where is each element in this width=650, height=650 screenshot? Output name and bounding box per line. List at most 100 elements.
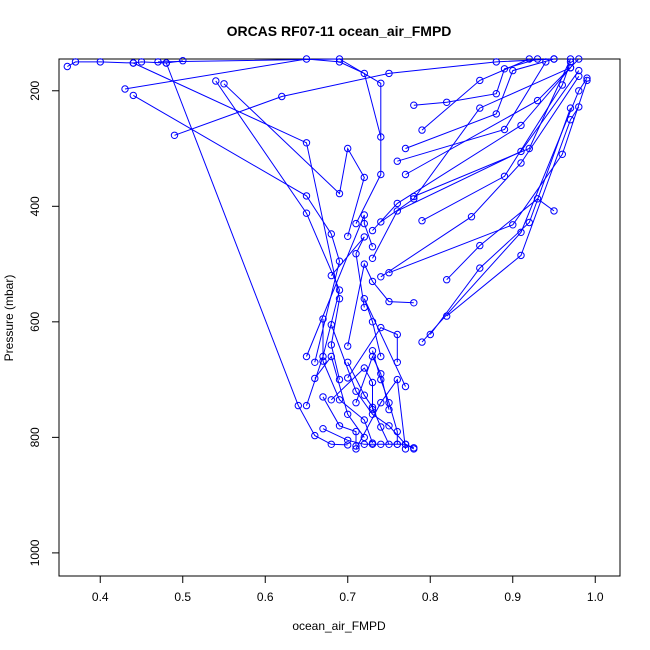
data-point	[129, 91, 138, 100]
data-point	[492, 58, 500, 66]
data-point	[377, 399, 385, 407]
y-axis-label: Pressure (mbar)	[2, 275, 16, 362]
data-point	[327, 396, 335, 404]
x-tick-label: 1.0	[587, 590, 604, 604]
y-tick-label: 800	[28, 427, 42, 447]
data-point	[418, 126, 426, 134]
data-point	[360, 295, 368, 303]
data-point	[344, 342, 352, 350]
data-point	[385, 269, 393, 277]
series-line	[165, 62, 348, 446]
x-tick-label: 0.4	[92, 590, 109, 604]
data-point	[311, 374, 319, 383]
data-point	[533, 55, 542, 63]
data-point	[533, 96, 542, 105]
data-point	[385, 69, 393, 78]
data-point	[311, 358, 319, 366]
series-4	[129, 91, 344, 366]
data-point	[360, 211, 368, 219]
series-line	[133, 62, 341, 380]
series-line	[380, 76, 580, 278]
series-40	[352, 375, 410, 453]
data-point	[352, 445, 360, 453]
data-point	[335, 396, 344, 404]
data-point	[377, 170, 385, 179]
data-point	[294, 401, 302, 410]
data-point	[344, 232, 352, 241]
series-3	[121, 55, 385, 141]
series-line	[330, 236, 365, 308]
data-point	[360, 173, 368, 182]
data-point	[335, 189, 344, 198]
series-8	[129, 59, 344, 384]
data-point	[137, 58, 146, 66]
data-point	[368, 440, 377, 448]
data-point	[377, 375, 385, 384]
series-16	[418, 58, 575, 225]
data-point	[401, 382, 410, 391]
y-axis: 200 400 600 800 1000	[28, 80, 59, 566]
series-line	[363, 298, 406, 387]
series-line	[421, 77, 588, 343]
series-line	[421, 61, 571, 222]
data-point	[212, 77, 220, 85]
data-point	[179, 57, 187, 65]
y-tick-label: 600	[28, 312, 42, 332]
data-point	[311, 431, 319, 440]
data-point	[575, 66, 583, 75]
data-point	[360, 260, 368, 268]
data-point	[360, 440, 368, 448]
data-point	[525, 218, 533, 227]
series-line	[446, 198, 555, 281]
data-point	[443, 98, 451, 107]
data-point	[500, 172, 509, 181]
plot-frame	[58, 58, 621, 577]
series-line	[330, 324, 415, 450]
data-point	[443, 276, 451, 284]
data-point	[517, 251, 525, 260]
series-39	[368, 347, 401, 448]
data-point	[344, 436, 352, 444]
data-series	[63, 55, 591, 453]
y-tick-label: 200	[28, 80, 42, 100]
data-point	[121, 85, 129, 93]
data-point	[385, 422, 393, 430]
y-tick-label: 400	[28, 196, 42, 216]
series-line	[421, 58, 530, 131]
series-26	[360, 295, 410, 391]
data-point	[162, 59, 171, 67]
data-point	[517, 159, 525, 167]
data-point	[558, 150, 566, 159]
series-25	[418, 74, 591, 346]
series-17	[377, 64, 575, 226]
data-point	[377, 440, 385, 448]
data-point	[418, 338, 426, 346]
series-19	[368, 66, 583, 262]
data-point	[410, 101, 418, 109]
series-10	[410, 55, 542, 109]
series-21	[385, 76, 591, 277]
data-point	[517, 121, 525, 130]
data-point	[71, 58, 80, 66]
series-line	[223, 83, 365, 237]
series-30	[344, 323, 401, 382]
data-point	[509, 66, 517, 75]
data-point	[335, 55, 344, 63]
data-point	[335, 375, 344, 384]
data-point	[575, 87, 583, 95]
data-point	[368, 403, 377, 411]
data-point	[583, 74, 591, 82]
data-point	[575, 103, 583, 111]
data-point	[327, 321, 335, 329]
data-point	[335, 257, 344, 265]
data-point	[319, 357, 327, 365]
data-point	[360, 219, 368, 228]
data-point	[335, 295, 344, 303]
data-point	[344, 410, 352, 418]
data-point	[517, 147, 525, 156]
data-point	[368, 347, 377, 355]
series-line	[388, 80, 588, 274]
data-point	[352, 387, 360, 395]
data-point	[418, 217, 426, 225]
series-18	[368, 64, 575, 235]
